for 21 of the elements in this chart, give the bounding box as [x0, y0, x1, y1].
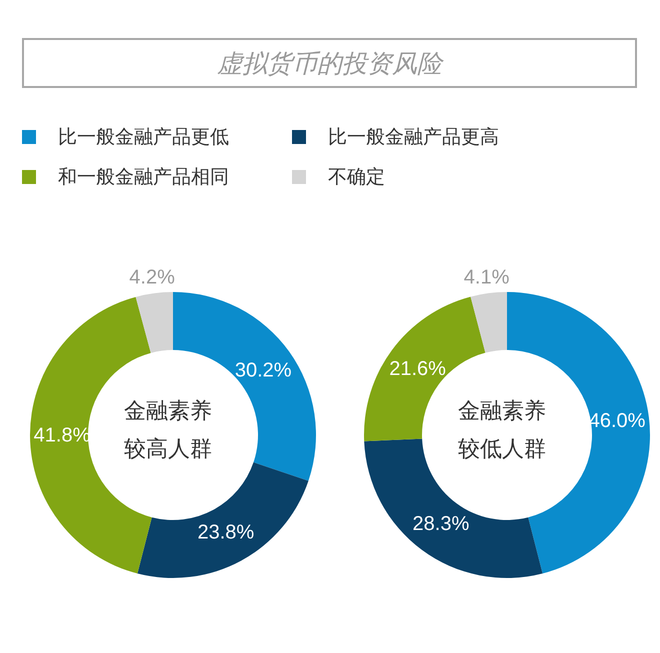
data-label: 4.2%: [129, 266, 176, 288]
donut-slice: [364, 438, 543, 578]
donut-slice: [137, 462, 308, 578]
text: 较高人群: [124, 436, 212, 461]
data-label: 30.2%: [234, 359, 292, 382]
legend-label: 不确定: [328, 166, 385, 190]
data-label: 28.3%: [412, 513, 470, 536]
data-label: 46.0%: [588, 410, 646, 432]
data-label: 23.8%: [198, 522, 254, 544]
donut-slice: [470, 292, 507, 353]
text: 金融素养: [458, 398, 546, 423]
data-label: 4.1%: [464, 266, 510, 288]
donut-slice: [136, 292, 173, 353]
data-label: 41.8%: [34, 424, 91, 447]
text: 金融素养: [124, 398, 212, 423]
data-label: 21.6%: [389, 358, 446, 380]
legend-label: 比一般金融产品更低: [58, 126, 229, 150]
chart-title: 虚拟货币的投资风险: [22, 38, 637, 88]
legend-label: 比一般金融产品更高: [328, 126, 499, 150]
text: 较低人群: [458, 436, 546, 461]
legend-label: 和一般金融产品相同: [58, 166, 229, 190]
